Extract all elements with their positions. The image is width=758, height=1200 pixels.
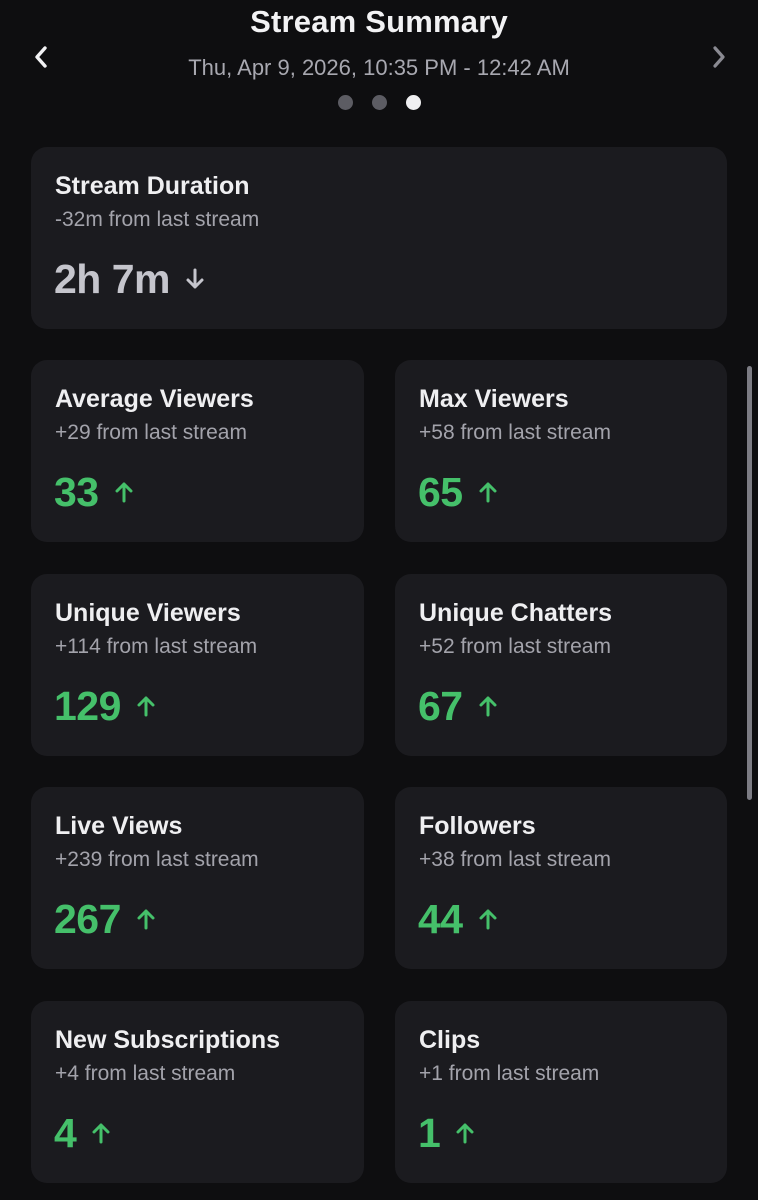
card-delta: +4 from last stream <box>55 1062 236 1085</box>
card-value: 4 <box>54 1110 77 1156</box>
scrollbar[interactable] <box>747 366 752 800</box>
chevron-left-icon <box>35 46 47 68</box>
arrow-up-icon <box>115 482 133 503</box>
card-delta: +29 from last stream <box>55 421 247 444</box>
card-value: 33 <box>54 469 99 515</box>
followers-card: Followers +38 from last stream 44 <box>395 787 727 969</box>
page-dot-3[interactable] <box>405 95 421 110</box>
card-label: Unique Chatters <box>419 599 613 627</box>
unique-viewers-card: Unique Viewers +114 from last stream 129 <box>31 574 364 756</box>
page-dot-1[interactable] <box>337 95 353 110</box>
card-value: 44 <box>418 896 463 942</box>
card-value: 65 <box>418 469 463 515</box>
arrow-down-icon <box>186 268 204 289</box>
card-delta: +239 from last stream <box>55 848 259 871</box>
unique-chatters-card: Unique Chatters +52 from last stream 67 <box>395 574 727 756</box>
next-button[interactable] <box>702 40 736 74</box>
card-value: 129 <box>54 683 121 729</box>
stream-duration-card: Stream Duration -32m from last stream 2h… <box>31 147 727 329</box>
arrow-up-icon <box>479 696 497 717</box>
header: Stream Summary Thu, Apr 9, 2026, 10:35 P… <box>0 0 758 130</box>
card-delta: +58 from last stream <box>419 421 611 444</box>
arrow-up-icon <box>92 1123 110 1144</box>
card-delta: +114 from last stream <box>55 635 258 658</box>
arrow-up-icon <box>479 909 497 930</box>
clips-card: Clips +1 from last stream 1 <box>395 1001 727 1183</box>
page-indicator <box>0 95 758 110</box>
card-label: Average Viewers <box>55 385 254 413</box>
average-viewers-card: Average Viewers +29 from last stream 33 <box>31 360 364 542</box>
card-label: Live Views <box>55 812 183 840</box>
card-label: Followers <box>419 812 536 840</box>
card-value: 2h 7m <box>54 256 171 302</box>
arrow-up-icon <box>137 696 155 717</box>
card-label: Clips <box>419 1026 481 1054</box>
card-label: New Subscriptions <box>55 1026 281 1054</box>
card-delta: +38 from last stream <box>419 848 611 871</box>
arrow-up-icon <box>479 482 497 503</box>
stream-date-range: Thu, Apr 9, 2026, 10:35 PM - 12:42 AM <box>188 55 570 80</box>
card-label: Stream Duration <box>55 172 250 200</box>
max-viewers-card: Max Viewers +58 from last stream 65 <box>395 360 727 542</box>
new-subscriptions-card: New Subscriptions +4 from last stream 4 <box>31 1001 364 1183</box>
card-label: Max Viewers <box>419 385 569 413</box>
chevron-right-icon <box>713 46 725 68</box>
page-title: Stream Summary <box>250 4 508 39</box>
card-value: 267 <box>54 896 121 942</box>
card-delta: +1 from last stream <box>419 1062 600 1085</box>
card-value: 1 <box>418 1110 441 1156</box>
live-views-card: Live Views +239 from last stream 267 <box>31 787 364 969</box>
previous-button[interactable] <box>24 40 58 74</box>
arrow-up-icon <box>456 1123 474 1144</box>
card-delta: -32m from last stream <box>55 208 260 231</box>
card-delta: +52 from last stream <box>419 635 611 658</box>
arrow-up-icon <box>137 909 155 930</box>
card-value: 67 <box>418 683 463 729</box>
page-dot-2[interactable] <box>371 95 387 110</box>
card-label: Unique Viewers <box>55 599 241 627</box>
